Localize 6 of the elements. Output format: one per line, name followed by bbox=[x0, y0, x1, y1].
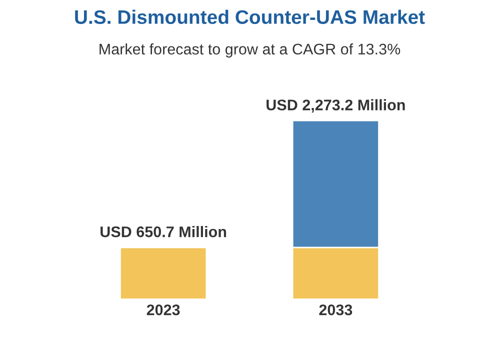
x-tick-label: 2023 bbox=[146, 304, 180, 316]
total-label: USD 2,273.2 Million bbox=[266, 99, 405, 113]
x-tick-label: 2033 bbox=[319, 304, 352, 316]
chart-title: U.S. Dismounted Counter-UAS Market bbox=[75, 10, 425, 24]
chart-subtitle: Market forecast to grow at a CAGR of 13.3% bbox=[100, 43, 400, 58]
total-label: USD 650.7 Million bbox=[100, 226, 226, 238]
